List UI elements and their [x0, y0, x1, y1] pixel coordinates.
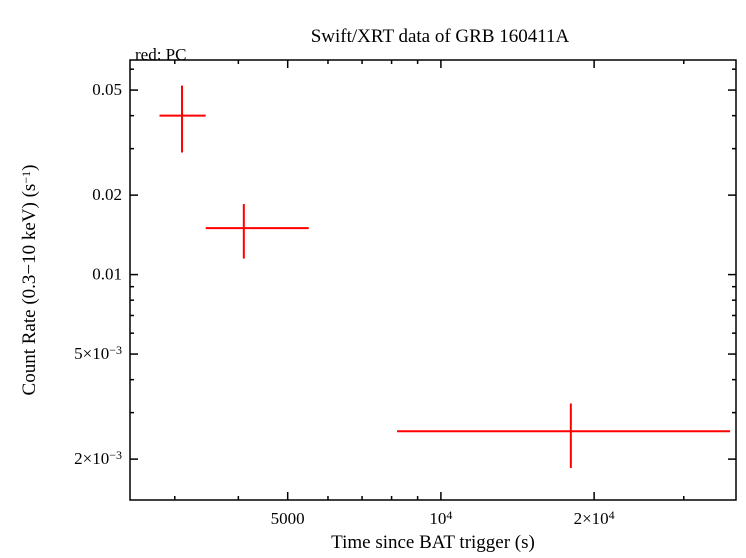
- x-tick-label: 2×104: [574, 508, 615, 528]
- y-axis-label: Count Rate (0.3−10 keV) (s−1): [19, 165, 40, 396]
- y-tick-label: 0.02: [92, 185, 122, 204]
- chart-title: Swift/XRT data of GRB 160411A: [311, 26, 570, 47]
- y-tick-label: 0.01: [92, 265, 122, 284]
- legend-label: red: PC: [135, 45, 186, 64]
- lightcurve-chart: 50001042×1042×10−35×10−30.010.020.05Time…: [0, 0, 746, 558]
- x-axis-label: Time since BAT trigger (s): [331, 532, 535, 553]
- y-tick-label: 0.05: [92, 80, 122, 99]
- x-tick-label: 5000: [271, 509, 305, 528]
